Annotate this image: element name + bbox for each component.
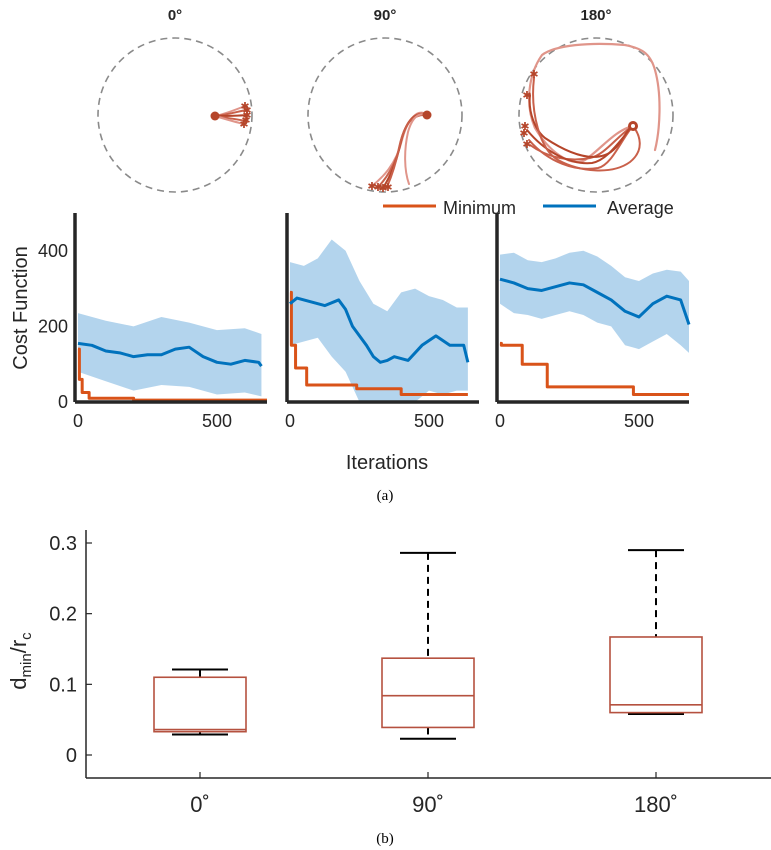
angle-title-0: 0° [168,7,182,24]
ylabel-mid: /r [6,640,31,653]
angle-title-90: 90° [374,7,397,24]
end-marker: ✱ [239,119,248,131]
box-1: 90˚ [381,551,475,817]
end-marker: ✱ [367,181,376,193]
legend-label-average: Average [607,198,674,218]
end-marker: ✱ [242,110,251,122]
ylabel-main: d [6,677,31,689]
box-y-tick-label: 0.2 [49,604,77,626]
start-point-highlight [631,124,635,128]
trajectory-group-90: ✱ ✱ ✱ ✱ [367,110,432,195]
trajectory-group-0: ✱ ✱ ✱ ✱ ✱ [210,101,252,131]
x-tick-label: 500 [202,411,232,431]
series-line-minimum [77,347,267,402]
cost-panel-1: 0 500 [285,213,479,431]
series-line-average [499,277,691,325]
end-marker: ✱ [378,183,387,195]
x-tick-label: 0 [73,411,83,431]
start-point [210,111,220,121]
caption-b: (b) [376,831,394,847]
box-plot: 0 0.1 0.2 0.3 0˚ 90˚ 180˚ [49,530,771,817]
series-line-average [289,296,470,364]
box-x-tick-label: 0˚ [190,792,210,817]
end-marker: ✱ [520,121,529,133]
y-tick-label: 0 [58,392,68,412]
angle-title-180: 180° [580,7,611,24]
box-ylabel: dmin/rc [6,632,35,690]
box-y-tick-label: 0.3 [49,533,77,555]
cost-xlabel: Iterations [346,452,428,474]
trajectory-path [377,112,428,188]
box-x-tick-label: 90˚ [412,792,444,817]
start-point [422,110,432,120]
x-tick-label: 500 [624,411,654,431]
end-marker: ✱ [383,182,392,194]
series-line-average [77,341,263,367]
trajectory-path [529,125,634,161]
caption-a: (a) [377,488,394,504]
trajectory-path [528,125,634,170]
y-tick-label: 200 [38,316,68,336]
end-marker: ✱ [519,128,528,140]
end-marker: ✱ [240,101,249,113]
trajectory-path [528,42,661,163]
boundary-circle-90 [307,37,463,193]
std-band [78,313,262,397]
series-line-minimum [289,290,468,396]
trajectory-panels: 0° 90° 180° ✱ ✱ ✱ ✱ ✱ [97,7,674,218]
box-2: 180˚ [609,549,703,817]
end-marker: ✱ [522,139,531,151]
end-marker: ✱ [522,90,531,102]
y-tick-label: 400 [38,241,68,261]
boundary-circle-0 [97,37,253,193]
ylabel-sub1: min [18,653,35,677]
x-tick-label: 0 [495,411,505,431]
cost-panel-0: 0 500 0 200 400 [38,213,267,431]
x-tick-label: 0 [285,411,295,431]
x-tick-label: 500 [414,411,444,431]
box-y-tick-label: 0.1 [49,674,77,696]
legend-label-minimum: Minimum [443,198,516,218]
iqr-box [609,636,703,714]
cost-ylabel: Cost Function [10,246,32,369]
boundary-circle-180 [518,37,674,193]
end-marker: ✱ [242,105,251,117]
cost-function-panels: 0 500 0 200 400 0 500 0 500 [38,213,691,431]
series-line-minimum [499,341,689,396]
std-band [290,239,468,402]
box-x-tick-label: 180˚ [634,792,678,817]
ylabel-sub2: c [18,632,35,640]
trajectory-path [526,125,634,165]
trajectory-path [528,94,634,158]
box-0: 0˚ [153,668,247,817]
box-y-tick-label: 0 [66,745,77,767]
trajectory-group-180: ✱ ✱ ✱ ✱ ✱ [519,42,661,172]
cost-panel-2: 0 500 [495,213,691,431]
end-marker: ✱ [373,182,382,194]
end-marker: ✱ [241,115,250,127]
trajectory-path [404,113,428,185]
trajectory-path [532,77,641,172]
std-band [500,250,689,353]
iqr-box [381,657,475,729]
iqr-box [153,676,247,733]
end-marker: ✱ [529,69,538,81]
legend: Minimum Average [383,198,674,218]
